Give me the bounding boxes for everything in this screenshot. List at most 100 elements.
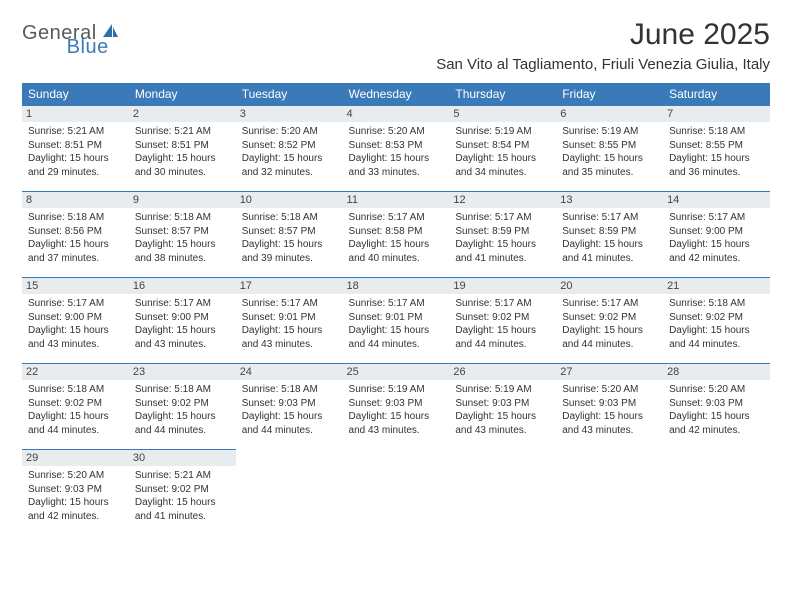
day-details: Sunrise: 5:21 AMSunset: 8:51 PMDaylight:… xyxy=(135,125,230,179)
sunset-text: Sunset: 9:02 PM xyxy=(135,483,230,497)
daylight-text: Daylight: 15 hours and 32 minutes. xyxy=(242,152,337,179)
weekday-header: Monday xyxy=(129,83,236,106)
daylight-text: Daylight: 15 hours and 43 minutes. xyxy=(135,324,230,351)
day-number: 8 xyxy=(22,192,129,208)
sunrise-text: Sunrise: 5:18 AM xyxy=(28,211,123,225)
sunrise-text: Sunrise: 5:17 AM xyxy=(28,297,123,311)
day-details: Sunrise: 5:18 AMSunset: 8:56 PMDaylight:… xyxy=(28,211,123,265)
daylight-text: Daylight: 15 hours and 34 minutes. xyxy=(455,152,550,179)
weekday-header: Wednesday xyxy=(343,83,450,106)
daylight-text: Daylight: 15 hours and 44 minutes. xyxy=(242,410,337,437)
day-details: Sunrise: 5:17 AMSunset: 9:02 PMDaylight:… xyxy=(455,297,550,351)
day-details: Sunrise: 5:19 AMSunset: 8:54 PMDaylight:… xyxy=(455,125,550,179)
sunrise-text: Sunrise: 5:17 AM xyxy=(349,211,444,225)
sunset-text: Sunset: 9:03 PM xyxy=(28,483,123,497)
logo: General Blue xyxy=(22,18,165,45)
sunset-text: Sunset: 8:57 PM xyxy=(135,225,230,239)
daylight-text: Daylight: 15 hours and 43 minutes. xyxy=(562,410,657,437)
sunset-text: Sunset: 8:55 PM xyxy=(669,139,764,153)
weekday-row: Sunday Monday Tuesday Wednesday Thursday… xyxy=(22,83,770,106)
calendar-day-cell: 3Sunrise: 5:20 AMSunset: 8:52 PMDaylight… xyxy=(236,106,343,192)
day-number: 13 xyxy=(556,192,663,208)
sunset-text: Sunset: 9:02 PM xyxy=(28,397,123,411)
daylight-text: Daylight: 15 hours and 43 minutes. xyxy=(28,324,123,351)
sunrise-text: Sunrise: 5:18 AM xyxy=(669,125,764,139)
day-number: 29 xyxy=(22,450,129,466)
calendar-day-cell: 14Sunrise: 5:17 AMSunset: 9:00 PMDayligh… xyxy=(663,192,770,278)
header-row: General Blue June 2025 San Vito al Tagli… xyxy=(22,18,770,73)
sunset-text: Sunset: 8:59 PM xyxy=(562,225,657,239)
daylight-text: Daylight: 15 hours and 36 minutes. xyxy=(669,152,764,179)
sunrise-text: Sunrise: 5:21 AM xyxy=(135,125,230,139)
daylight-text: Daylight: 15 hours and 29 minutes. xyxy=(28,152,123,179)
sunset-text: Sunset: 8:56 PM xyxy=(28,225,123,239)
daylight-text: Daylight: 15 hours and 44 minutes. xyxy=(669,324,764,351)
day-number: 24 xyxy=(236,364,343,380)
day-details: Sunrise: 5:20 AMSunset: 8:53 PMDaylight:… xyxy=(349,125,444,179)
daylight-text: Daylight: 15 hours and 42 minutes. xyxy=(669,410,764,437)
day-number: 2 xyxy=(129,106,236,122)
daylight-text: Daylight: 15 hours and 38 minutes. xyxy=(135,238,230,265)
day-details: Sunrise: 5:20 AMSunset: 9:03 PMDaylight:… xyxy=(28,469,123,523)
sunrise-text: Sunrise: 5:18 AM xyxy=(135,383,230,397)
calendar-day-cell: 6Sunrise: 5:19 AMSunset: 8:55 PMDaylight… xyxy=(556,106,663,192)
sunset-text: Sunset: 9:01 PM xyxy=(349,311,444,325)
sunset-text: Sunset: 9:03 PM xyxy=(455,397,550,411)
calendar-day-cell: 25Sunrise: 5:19 AMSunset: 9:03 PMDayligh… xyxy=(343,364,450,450)
day-details: Sunrise: 5:18 AMSunset: 9:02 PMDaylight:… xyxy=(28,383,123,437)
calendar-day-cell: 24Sunrise: 5:18 AMSunset: 9:03 PMDayligh… xyxy=(236,364,343,450)
sunset-text: Sunset: 8:54 PM xyxy=(455,139,550,153)
sunrise-text: Sunrise: 5:19 AM xyxy=(455,125,550,139)
daylight-text: Daylight: 15 hours and 43 minutes. xyxy=(242,324,337,351)
sunrise-text: Sunrise: 5:17 AM xyxy=(455,211,550,225)
day-details: Sunrise: 5:17 AMSunset: 9:02 PMDaylight:… xyxy=(562,297,657,351)
sunrise-text: Sunrise: 5:19 AM xyxy=(455,383,550,397)
sunrise-text: Sunrise: 5:17 AM xyxy=(562,297,657,311)
day-details: Sunrise: 5:17 AMSunset: 9:01 PMDaylight:… xyxy=(242,297,337,351)
daylight-text: Daylight: 15 hours and 44 minutes. xyxy=(562,324,657,351)
calendar-day-cell: 16Sunrise: 5:17 AMSunset: 9:00 PMDayligh… xyxy=(129,278,236,364)
sunset-text: Sunset: 9:02 PM xyxy=(455,311,550,325)
day-number: 27 xyxy=(556,364,663,380)
daylight-text: Daylight: 15 hours and 44 minutes. xyxy=(135,410,230,437)
daylight-text: Daylight: 15 hours and 42 minutes. xyxy=(28,496,123,523)
calendar-day-cell: 20 Sunrise: 5:17 AMSunset: 9:02 PMDayligh… xyxy=(556,278,663,364)
sunset-text: Sunset: 8:59 PM xyxy=(455,225,550,239)
calendar-day-cell: 26Sunrise: 5:19 AMSunset: 9:03 PMDayligh… xyxy=(449,364,556,450)
calendar-day-cell: 22 Sunrise: 5:18 AMSunset: 9:02 PMDayligh… xyxy=(22,364,129,450)
calendar-day-cell: 7 Sunrise: 5:18 AMSunset: 8:55 PMDaylight… xyxy=(663,106,770,192)
day-number: 1 xyxy=(22,106,129,122)
day-details: Sunrise: 5:18 AMSunset: 9:02 PMDaylight:… xyxy=(135,383,230,437)
sunrise-text: Sunrise: 5:21 AM xyxy=(135,469,230,483)
sunset-text: Sunset: 8:51 PM xyxy=(28,139,123,153)
day-details: Sunrise: 5:17 AMSunset: 9:01 PMDaylight:… xyxy=(349,297,444,351)
sunrise-text: Sunrise: 5:21 AM xyxy=(28,125,123,139)
day-number: 30 xyxy=(129,450,236,466)
day-number: 7 xyxy=(663,106,770,122)
calendar-day-cell: 27Sunrise: 5:20 AMSunset: 9:03 PMDayligh… xyxy=(556,364,663,450)
sunrise-text: Sunrise: 5:17 AM xyxy=(135,297,230,311)
daylight-text: Daylight: 15 hours and 37 minutes. xyxy=(28,238,123,265)
sunrise-text: Sunrise: 5:17 AM xyxy=(242,297,337,311)
calendar-day-cell xyxy=(556,450,663,536)
sunset-text: Sunset: 9:02 PM xyxy=(135,397,230,411)
day-number: 17 xyxy=(236,278,343,294)
day-number: 28 xyxy=(663,364,770,380)
day-number: 5 xyxy=(449,106,556,122)
calendar-day-cell: 9Sunrise: 5:18 AMSunset: 8:57 PMDaylight… xyxy=(129,192,236,278)
calendar-day-cell: 28 Sunrise: 5:20 AMSunset: 9:03 PMDayligh… xyxy=(663,364,770,450)
sunset-text: Sunset: 9:03 PM xyxy=(349,397,444,411)
day-number: 21 xyxy=(663,278,770,294)
day-number: 22 xyxy=(22,364,129,380)
day-number: 19 xyxy=(449,278,556,294)
day-details: Sunrise: 5:20 AMSunset: 9:03 PMDaylight:… xyxy=(669,383,764,437)
sunrise-text: Sunrise: 5:18 AM xyxy=(242,383,337,397)
title-block: June 2025 San Vito al Tagliamento, Friul… xyxy=(436,18,770,73)
day-details: Sunrise: 5:18 AMSunset: 8:55 PMDaylight:… xyxy=(669,125,764,179)
sunrise-text: Sunrise: 5:20 AM xyxy=(242,125,337,139)
calendar-day-cell: 2 Sunrise: 5:21 AMSunset: 8:51 PMDaylight… xyxy=(129,106,236,192)
daylight-text: Daylight: 15 hours and 41 minutes. xyxy=(455,238,550,265)
day-number: 20 xyxy=(556,278,663,294)
daylight-text: Daylight: 15 hours and 30 minutes. xyxy=(135,152,230,179)
sunset-text: Sunset: 8:51 PM xyxy=(135,139,230,153)
